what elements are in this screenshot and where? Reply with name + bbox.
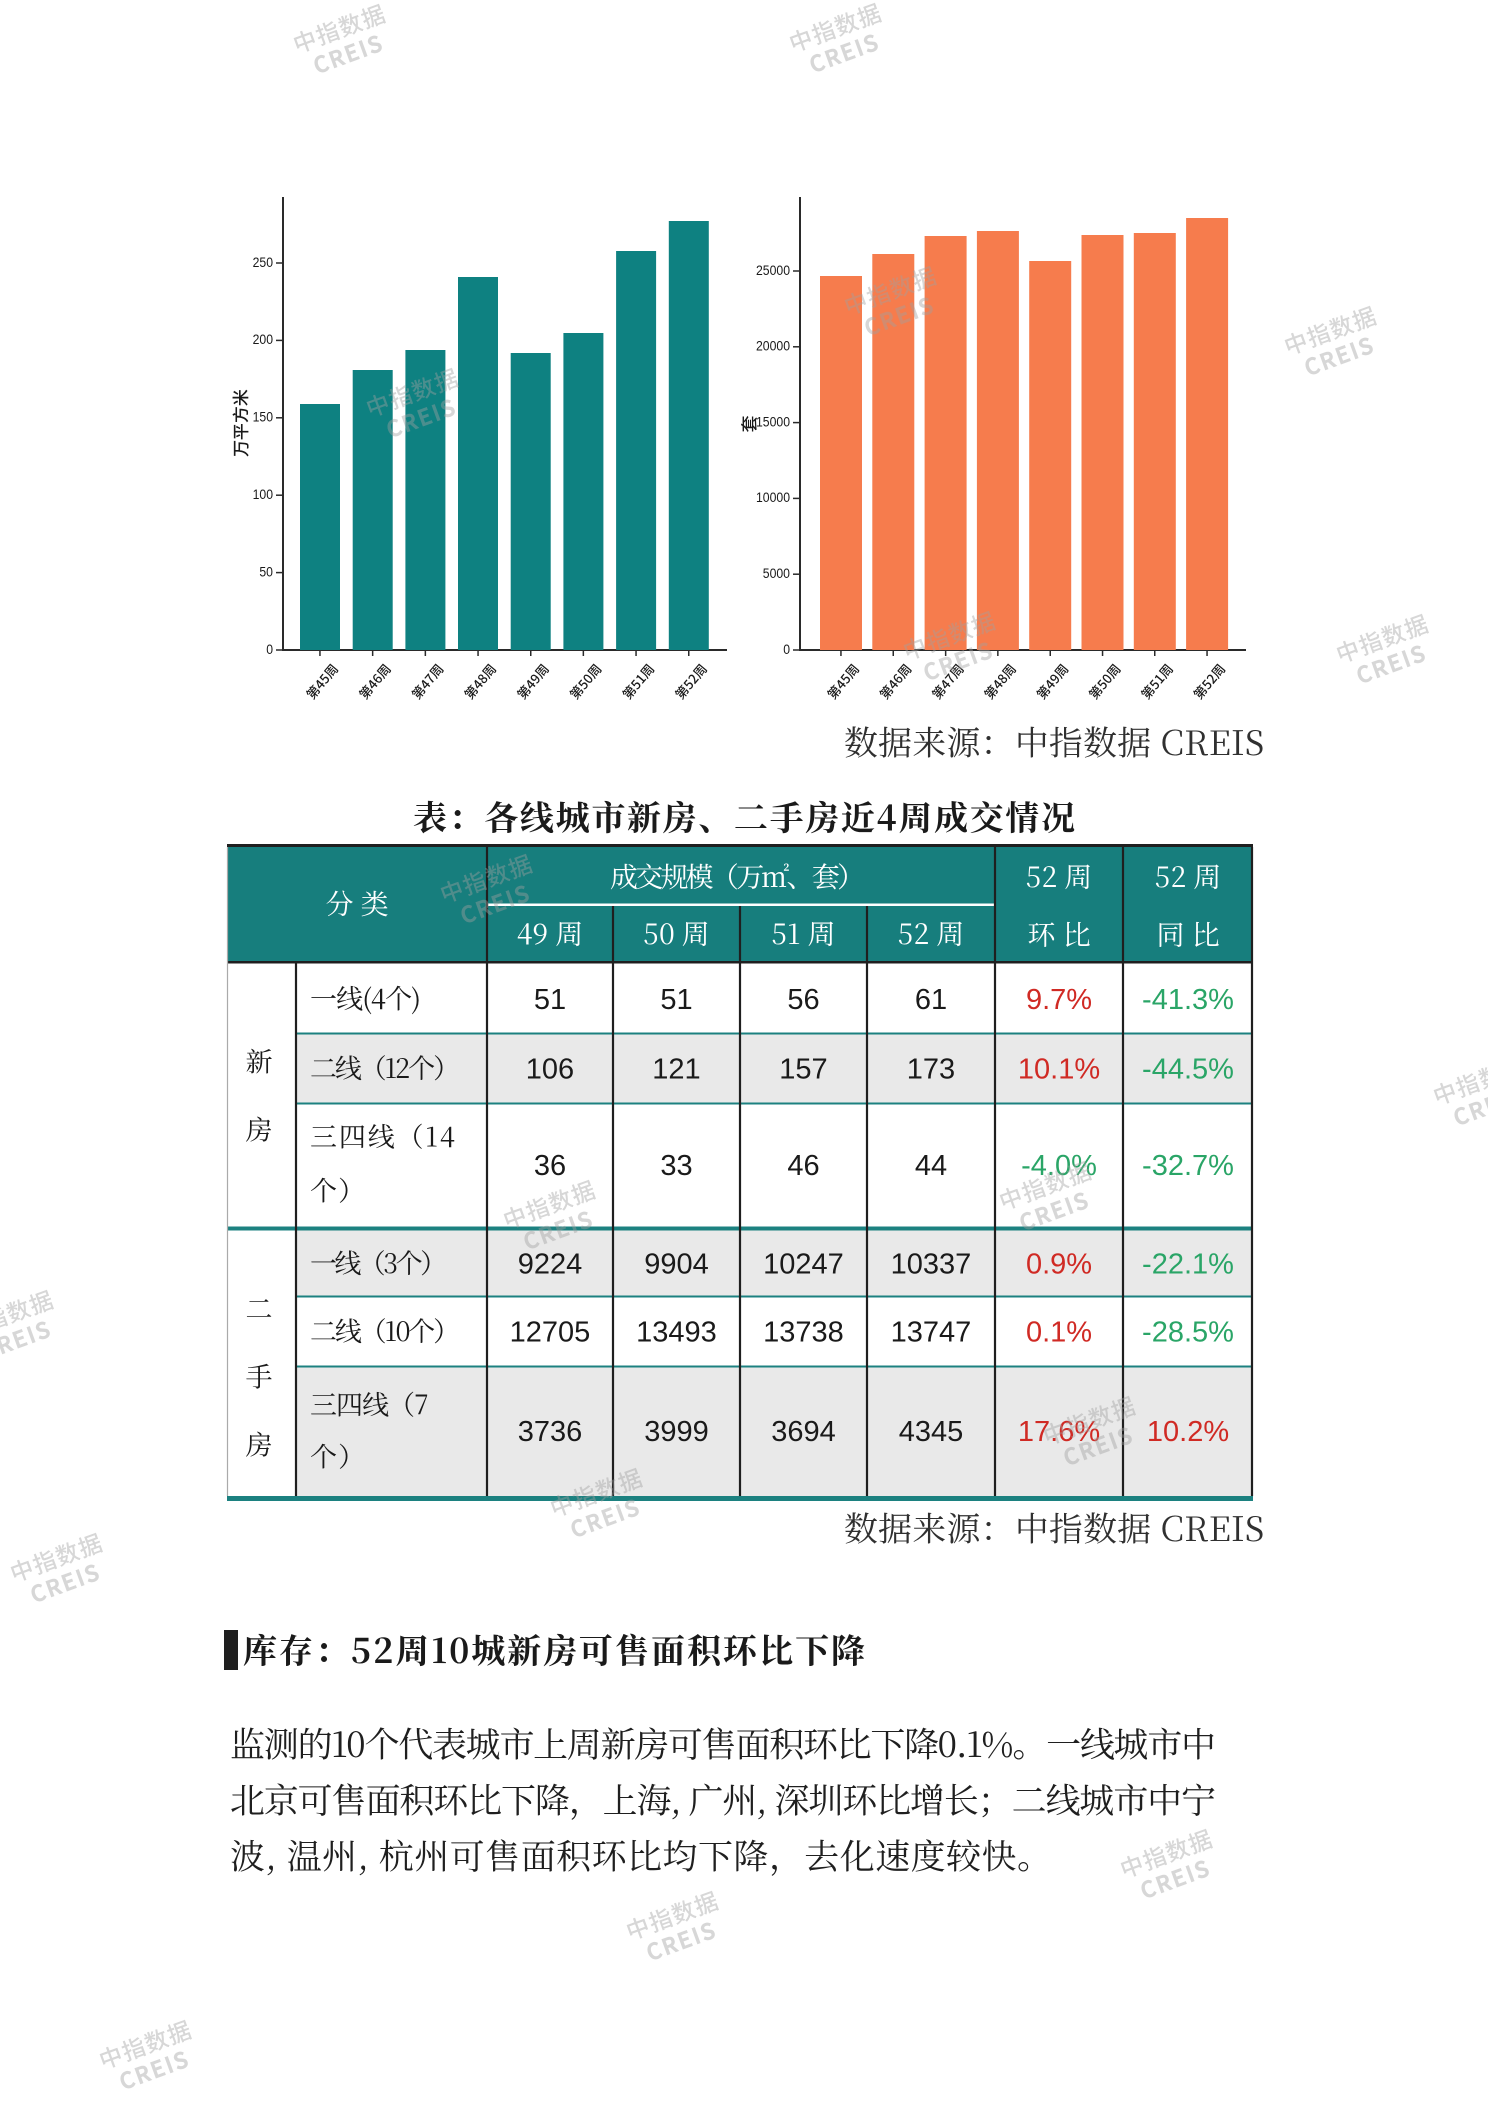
svg-text:52 周: 52 周	[1026, 856, 1092, 896]
svg-text:46: 46	[787, 1150, 819, 1182]
svg-text:52 周: 52 周	[898, 913, 964, 953]
svg-text:61: 61	[915, 984, 947, 1016]
svg-text:10.1%: 10.1%	[1018, 1054, 1100, 1086]
svg-text:第50周: 第50周	[1084, 659, 1125, 702]
svg-text:-44.5%: -44.5%	[1142, 1054, 1234, 1086]
svg-text:10000: 10000	[756, 490, 790, 505]
svg-text:50 周: 50 周	[643, 913, 709, 953]
svg-text:3736: 3736	[518, 1416, 583, 1448]
svg-text:52 周: 52 周	[1155, 856, 1221, 896]
svg-text:36: 36	[534, 1150, 566, 1182]
svg-text:第52周: 第52周	[1188, 659, 1229, 702]
svg-text:第52周: 第52周	[670, 659, 711, 702]
svg-text:15000: 15000	[756, 414, 790, 429]
svg-text:房: 房	[246, 1109, 273, 1148]
svg-text:库存：52周10城新房可售面积环比下降: 库存：52周10城新房可售面积环比下降	[243, 1624, 865, 1673]
svg-text:手: 手	[246, 1356, 273, 1395]
svg-text:三四线（7: 三四线（7	[310, 1384, 429, 1423]
svg-text:第51周: 第51周	[1136, 659, 1177, 702]
svg-text:51 周: 51 周	[772, 913, 836, 953]
svg-text:-22.1%: -22.1%	[1142, 1249, 1234, 1281]
svg-text:44: 44	[915, 1150, 947, 1182]
svg-text:第46周: 第46周	[354, 659, 395, 702]
svg-text:-28.5%: -28.5%	[1142, 1317, 1234, 1349]
svg-text:0.1%: 0.1%	[1026, 1317, 1092, 1349]
svg-text:波, 温州, 杭州可售面积环比均下降，去化速度较快。: 波, 温州, 杭州可售面积环比均下降，去化速度较快。	[230, 1830, 1052, 1880]
svg-text:第45周: 第45周	[822, 659, 863, 702]
svg-text:4345: 4345	[899, 1416, 964, 1448]
svg-text:13738: 13738	[763, 1317, 844, 1349]
svg-text:100: 100	[253, 487, 273, 502]
svg-text:第49周: 第49周	[1031, 659, 1072, 702]
svg-text:第51周: 第51周	[617, 659, 658, 702]
svg-text:成交规模（万㎡、套）: 成交规模（万㎡、套）	[610, 856, 865, 896]
svg-text:一线（3个）: 一线（3个）	[310, 1242, 447, 1281]
svg-text:监测的10个代表城市上周新房可售面积环比下降0.1%。一线城: 监测的10个代表城市上周新房可售面积环比下降0.1%。一线城市中	[230, 1718, 1216, 1768]
svg-text:二: 二	[246, 1288, 273, 1327]
svg-text:3999: 3999	[644, 1416, 709, 1448]
svg-text:13747: 13747	[891, 1317, 972, 1349]
svg-text:5000: 5000	[763, 566, 790, 581]
svg-text:106: 106	[526, 1054, 574, 1086]
svg-text:10247: 10247	[763, 1249, 844, 1281]
svg-text:121: 121	[652, 1054, 700, 1086]
svg-text:0: 0	[266, 642, 273, 657]
svg-text:二线（12个）: 二线（12个）	[310, 1047, 460, 1086]
svg-text:万平方米: 万平方米	[227, 389, 252, 457]
svg-text:第49周: 第49周	[512, 659, 553, 702]
svg-text:套: 套	[736, 416, 761, 433]
svg-text:10337: 10337	[891, 1249, 972, 1281]
svg-text:13493: 13493	[636, 1317, 717, 1349]
svg-text:数据来源：中指数据 CREIS: 数据来源：中指数据 CREIS	[844, 716, 1264, 765]
svg-text:9.7%: 9.7%	[1026, 984, 1092, 1016]
svg-text:10.2%: 10.2%	[1147, 1416, 1229, 1448]
svg-text:56: 56	[787, 984, 819, 1016]
svg-text:-32.7%: -32.7%	[1142, 1150, 1234, 1182]
svg-text:25000: 25000	[756, 263, 790, 278]
svg-text:个）: 个）	[310, 1170, 365, 1209]
svg-text:同 比: 同 比	[1156, 914, 1219, 954]
svg-text:50: 50	[259, 564, 273, 579]
svg-text:-41.3%: -41.3%	[1142, 984, 1234, 1016]
svg-text:个）: 个）	[310, 1436, 365, 1475]
svg-text:20000: 20000	[756, 339, 790, 354]
svg-text:12705: 12705	[510, 1317, 591, 1349]
svg-text:第45周: 第45周	[301, 659, 342, 702]
svg-text:51: 51	[534, 984, 566, 1016]
svg-text:第47周: 第47周	[407, 659, 448, 702]
svg-text:51: 51	[660, 984, 692, 1016]
svg-text:一线(4个): 一线(4个)	[310, 978, 421, 1017]
svg-text:数据来源：中指数据 CREIS: 数据来源：中指数据 CREIS	[844, 1502, 1264, 1551]
svg-text:0.9%: 0.9%	[1026, 1249, 1092, 1281]
svg-text:157: 157	[779, 1054, 827, 1086]
svg-text:第48周: 第48周	[459, 659, 500, 702]
svg-text:二线（10个）: 二线（10个）	[310, 1310, 460, 1349]
svg-text:房: 房	[246, 1424, 273, 1463]
svg-text:0: 0	[783, 642, 790, 657]
svg-text:200: 200	[253, 332, 273, 347]
svg-text:表：各线城市新房、二手房近4周成交情况: 表：各线城市新房、二手房近4周成交情况	[413, 791, 1075, 840]
svg-text:北京可售面积环比下降，上海, 广州, 深圳环比增长；二线城市: 北京可售面积环比下降，上海, 广州, 深圳环比增长；二线城市中宁	[230, 1774, 1216, 1824]
svg-text:新: 新	[246, 1041, 273, 1080]
svg-text:33: 33	[660, 1150, 692, 1182]
svg-text:3694: 3694	[771, 1416, 836, 1448]
svg-text:环 比: 环 比	[1027, 914, 1090, 954]
svg-text:49 周: 49 周	[517, 913, 583, 953]
svg-text:173: 173	[907, 1054, 955, 1086]
svg-text:分 类: 分 类	[325, 883, 388, 923]
svg-text:250: 250	[253, 255, 273, 270]
svg-text:第50周: 第50周	[565, 659, 606, 702]
svg-text:三四线（14: 三四线（14	[310, 1116, 455, 1155]
svg-text:150: 150	[253, 410, 273, 425]
svg-text:9904: 9904	[644, 1249, 709, 1281]
